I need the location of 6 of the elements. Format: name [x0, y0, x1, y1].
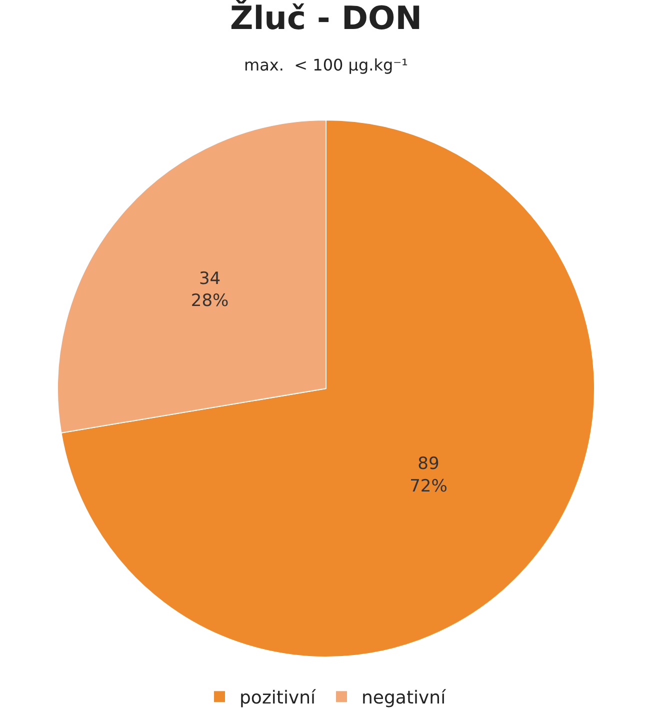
data-label: 89 72% — [410, 454, 448, 496]
pie-slice — [60, 120, 595, 658]
legend-label: pozitivní — [240, 688, 317, 709]
legend-label: negativní — [362, 688, 447, 709]
data-label: 34 28% — [190, 269, 229, 312]
chart-subtitle: max. < 100 μg.kg⁻¹ — [244, 56, 408, 75]
